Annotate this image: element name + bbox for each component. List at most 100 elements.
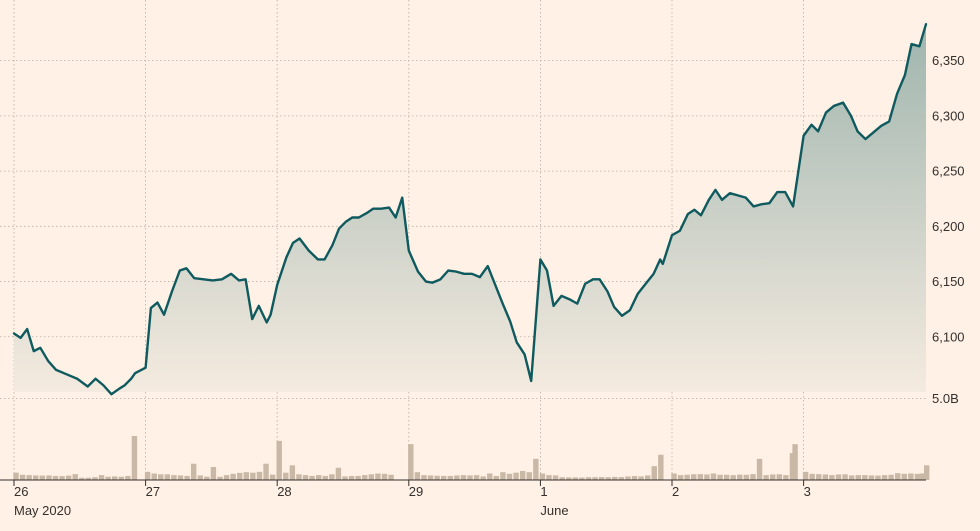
- y-tick-label: 6,350: [932, 53, 965, 68]
- volume-bar: [691, 474, 697, 480]
- volume-bar: [460, 475, 467, 480]
- volume-bar: [737, 474, 743, 480]
- volume-bar: [868, 475, 875, 480]
- volume-bar: [289, 465, 296, 480]
- volume-bar: [230, 473, 236, 480]
- x-tick-label: 27: [146, 484, 160, 499]
- volume-bar: [375, 473, 381, 480]
- volume-bar: [13, 472, 19, 480]
- volume-bar: [618, 477, 625, 480]
- price-area: [14, 24, 926, 395]
- volume-bar: [177, 475, 184, 480]
- x-tick-label: 1: [540, 484, 547, 499]
- volume-bar: [710, 473, 717, 480]
- volume-bar: [118, 476, 124, 480]
- volume-bar: [835, 474, 842, 480]
- volume-bar: [598, 477, 605, 480]
- volume-bar: [237, 472, 243, 480]
- volume-bar: [362, 475, 368, 480]
- volume-bar: [875, 475, 881, 480]
- volume-bar: [658, 454, 664, 480]
- y-tick-label: 6,300: [932, 108, 965, 123]
- volume-bar: [158, 474, 164, 480]
- volume-bar: [329, 474, 335, 480]
- volume-bar: [625, 476, 631, 480]
- volume-bar: [204, 476, 210, 480]
- volume-bar: [513, 472, 519, 480]
- volume-bar: [296, 474, 302, 480]
- volume-bar: [19, 474, 26, 480]
- volume-bar: [723, 474, 730, 480]
- volume-bar: [184, 475, 190, 480]
- volume-bar: [263, 463, 269, 480]
- volume-bar: [901, 473, 908, 480]
- volume-bar: [283, 472, 289, 480]
- volume-bar: [342, 476, 348, 480]
- volume-tick-label: 5.0B: [932, 391, 959, 406]
- volume-bar: [776, 474, 782, 480]
- volume-bar: [546, 475, 552, 480]
- volume-bar: [302, 475, 309, 480]
- volume-bar: [677, 475, 684, 480]
- volume-bar: [59, 476, 65, 480]
- volume-bar: [79, 477, 85, 480]
- volume-bar: [92, 477, 98, 480]
- volume-bar: [802, 471, 809, 480]
- volume-bar: [487, 473, 493, 480]
- volume-bar: [770, 474, 776, 480]
- volume-bar: [500, 472, 506, 480]
- volume-bar: [197, 475, 203, 480]
- volume-bar: [256, 471, 263, 480]
- volume-bar: [355, 475, 361, 480]
- volume-bar: [539, 473, 546, 480]
- x-tick-label: 28: [277, 484, 291, 499]
- volume-bar: [171, 475, 177, 480]
- volume-bar: [888, 474, 894, 480]
- volume-bar: [441, 475, 447, 480]
- volume-bar: [816, 474, 822, 480]
- volume-bar: [164, 474, 171, 480]
- volume-bar: [348, 475, 355, 480]
- volume-bar: [842, 474, 848, 480]
- y-tick-label: 6,200: [932, 219, 965, 234]
- volume-bar: [269, 474, 276, 480]
- volume-bar: [750, 474, 756, 480]
- volume-bar: [388, 474, 394, 480]
- volume-bar: [579, 477, 585, 480]
- volume-bar: [427, 475, 434, 480]
- volume-bar: [65, 475, 72, 480]
- volume-bar: [309, 475, 315, 480]
- axes: 6,100 6,150 6,200 6,250 6,300 6,350 5.0B 26 May …: [0, 53, 965, 518]
- volume-bar: [381, 473, 388, 480]
- x-tick-label: 29: [409, 484, 423, 499]
- volume-bar: [519, 471, 526, 480]
- y-tick-label: 6,100: [932, 329, 965, 344]
- volume-bar: [592, 477, 598, 480]
- volume-bar: [33, 475, 39, 480]
- volume-bar: [651, 466, 657, 480]
- volume-bar: [526, 472, 532, 480]
- volume-bar: [920, 473, 926, 480]
- volume-bar: [72, 474, 78, 480]
- volume-bar: [434, 475, 440, 480]
- volume-bar: [243, 472, 250, 480]
- volume-bar: [756, 458, 763, 480]
- volume-bar: [105, 476, 111, 480]
- volume-bar: [684, 474, 690, 480]
- y-tick-label: 6,250: [932, 164, 965, 179]
- volume-bar: [414, 472, 421, 480]
- volume-bar: [697, 474, 704, 480]
- x-tick-sublabel: May 2020: [14, 503, 71, 518]
- volume-bar: [552, 475, 559, 480]
- volume-bar: [223, 475, 230, 480]
- volume-bar: [190, 463, 197, 480]
- volume-bar: [855, 475, 861, 480]
- volume-bar: [743, 474, 750, 480]
- volume-bar: [631, 476, 638, 480]
- volume-bar: [480, 476, 486, 480]
- volume-bar: [98, 475, 105, 480]
- volume-bar: [493, 475, 500, 480]
- volume-bars: [13, 436, 930, 480]
- volume-bar: [644, 475, 651, 480]
